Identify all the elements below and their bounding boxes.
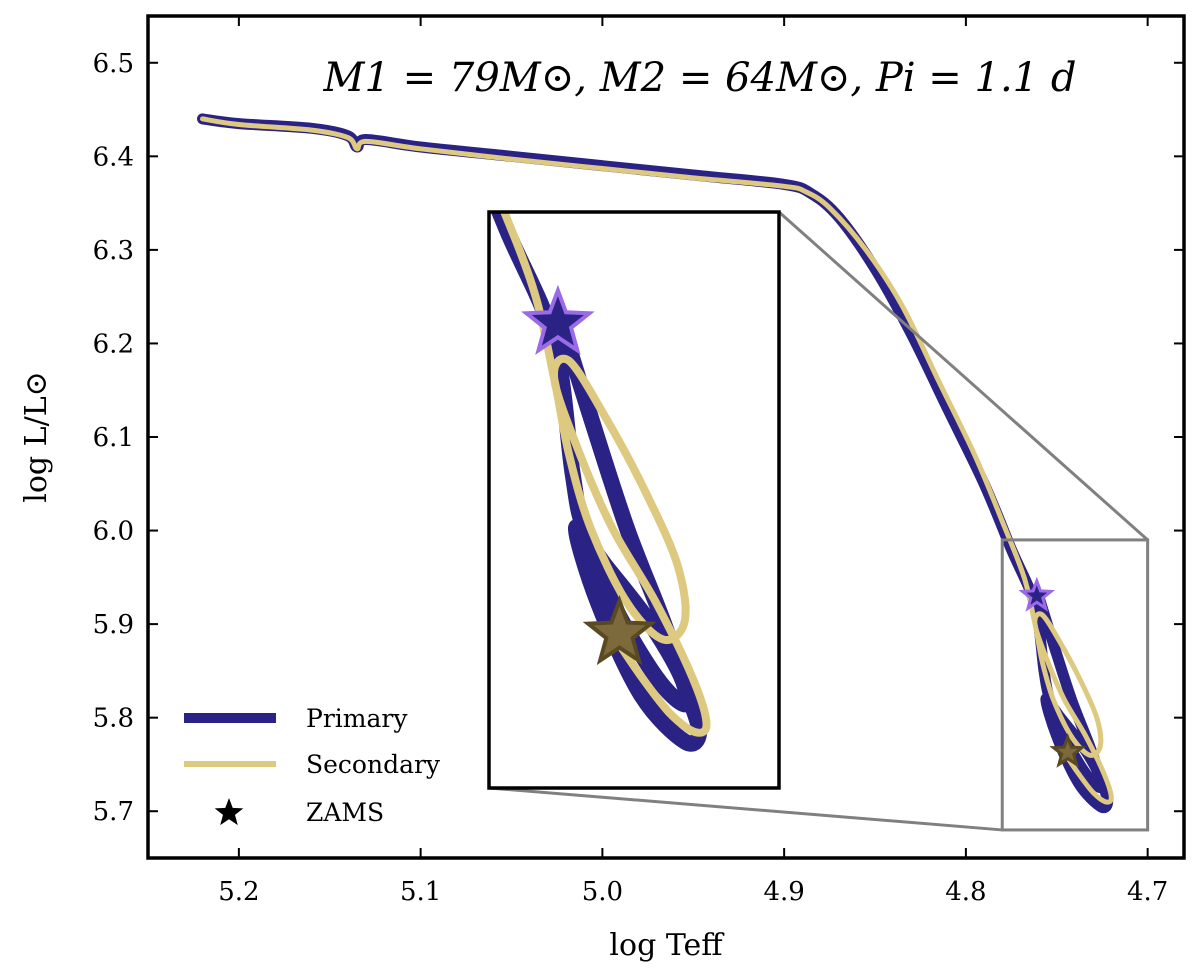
hr-diagram-chart: 5.2 5.1 5.0 4.9 4.8 4.7 5.7 5.8 5.9 6.0 6.1 6.2 6.3… <box>0 0 1200 976</box>
x-tick-label: 4.7 <box>1127 877 1168 907</box>
y-tick-label: 5.7 <box>93 797 134 827</box>
x-tick-label: 4.9 <box>763 877 804 907</box>
y-tick-label: 5.8 <box>93 704 134 734</box>
legend: Primary Secondary ZAMS <box>184 704 441 827</box>
x-axis-label: log Teff <box>609 928 725 963</box>
y-tick-label: 6.2 <box>93 329 134 359</box>
legend-zams-label: ZAMS <box>306 798 384 827</box>
x-tick-label: 5.0 <box>582 877 623 907</box>
y-tick-label: 6.4 <box>93 142 134 172</box>
inset-connector-top <box>779 212 1148 540</box>
x-tick-label: 4.8 <box>945 877 986 907</box>
x-tick-label: 5.2 <box>218 877 259 907</box>
y-tick-label: 6.5 <box>93 49 134 79</box>
chart-title: M1 = 79M⊙, M2 = 64M⊙, Pi = 1.1 d <box>323 55 1077 101</box>
y-axis-label: log L/L⊙ <box>19 371 54 502</box>
x-tick-label: 5.1 <box>400 877 441 907</box>
y-tick-label: 5.9 <box>93 610 134 640</box>
legend-zams-star-icon <box>215 798 244 825</box>
legend-primary-label: Primary <box>306 704 408 733</box>
y-tick-label: 6.3 <box>93 236 134 266</box>
legend-secondary-label: Secondary <box>306 750 441 779</box>
inset-connector-bottom <box>489 788 1002 830</box>
y-tick-label: 6.1 <box>93 423 134 453</box>
y-tick-label: 6.0 <box>93 517 134 547</box>
